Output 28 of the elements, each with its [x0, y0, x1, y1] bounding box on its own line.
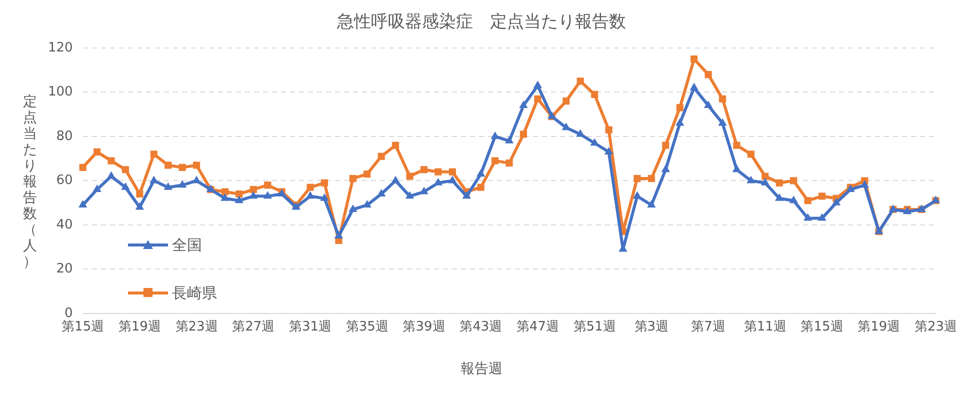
- x-tick-label: 第51週: [573, 320, 616, 335]
- legend-label: 全国: [172, 236, 202, 254]
- x-tick-label: 第15週: [800, 320, 844, 335]
- y-tick-label: 0: [64, 306, 73, 321]
- x-tick-label: 第27週: [232, 320, 275, 335]
- x-tick-label: 第35週: [346, 320, 388, 335]
- y-tick-label: 20: [56, 262, 73, 277]
- y-tick-label: 80: [56, 128, 73, 144]
- x-tick-label: 第19週: [118, 320, 161, 335]
- y-tick-label: 60: [56, 173, 73, 188]
- x-tick-label: 第11週: [744, 320, 786, 335]
- x-tick-label: 第15週: [62, 320, 104, 335]
- x-tick-label: 第23週: [914, 320, 957, 335]
- x-tick-label: 第39週: [402, 320, 446, 335]
- x-tick-label: 第43週: [460, 320, 502, 335]
- x-tick-label: 第31週: [288, 320, 332, 335]
- x-tick-label: 第7週: [691, 320, 726, 335]
- y-tick-label: 100: [48, 84, 73, 100]
- legend-label: 長崎県: [172, 284, 217, 302]
- text: 定点当たり報告数（人）: [23, 94, 37, 270]
- x-axis-title: 報告週: [460, 360, 504, 378]
- x-tick-label: 第3週: [634, 320, 669, 335]
- y-tick-label: 120: [48, 40, 73, 56]
- x-tick-label: 第23週: [175, 320, 218, 335]
- x-tick-label: 第47週: [516, 320, 559, 335]
- y-tick-label: 40: [56, 217, 73, 232]
- x-tick-label: 第19週: [858, 320, 900, 335]
- chart-title: 急性呼吸器感染症 定点当たり報告数: [336, 11, 627, 33]
